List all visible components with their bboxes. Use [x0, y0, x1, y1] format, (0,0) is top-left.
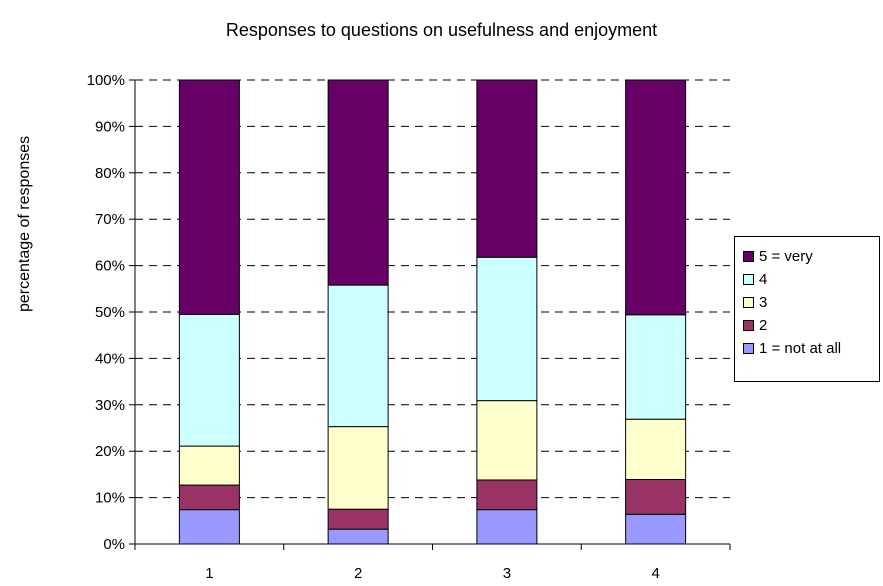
bar-segment [178, 313, 240, 447]
bar-segment [625, 513, 687, 545]
bar-segment [327, 284, 389, 428]
legend-item: 3 [743, 293, 767, 311]
legend-item: 1 = not at all [743, 339, 841, 357]
legend-label: 1 = not at all [759, 339, 842, 357]
legend-label: 4 [759, 270, 768, 288]
y-tick-label: 80% [95, 165, 125, 182]
bar-segment [327, 508, 389, 530]
bar-segment [327, 528, 389, 545]
x-tick-label: 1 [205, 565, 213, 582]
y-tick-label: 0% [103, 536, 125, 553]
legend-swatch [743, 319, 754, 331]
bar-segment [178, 79, 240, 315]
bar-segment [625, 79, 687, 316]
legend-item: 5 = very [743, 247, 813, 265]
bar-segment [476, 79, 538, 258]
bar-segment [476, 400, 538, 481]
x-tick-label: 2 [354, 565, 362, 582]
y-tick-label: 90% [95, 118, 125, 135]
legend-label: 2 [759, 316, 768, 334]
y-tick-label: 60% [95, 258, 125, 275]
bar-segment [178, 484, 240, 511]
bar-segment [178, 445, 240, 486]
y-tick-label: 30% [95, 397, 125, 414]
x-tick-label: 4 [651, 565, 659, 582]
y-tick-label: 70% [95, 211, 125, 228]
bar-segment [476, 479, 538, 511]
legend-swatch [743, 342, 754, 354]
bar-segment [625, 479, 687, 515]
legend-label: 3 [759, 293, 768, 311]
legend-swatch [743, 296, 754, 308]
chart-title: Responses to questions on usefulness and… [225, 20, 658, 40]
y-tick-label: 20% [95, 443, 125, 460]
legend-item: 4 [743, 270, 767, 288]
bar-segment [625, 314, 687, 420]
y-tick-label: 10% [95, 490, 125, 507]
bar-segment [327, 79, 389, 286]
legend-item: 2 [743, 316, 767, 334]
bar-segment [625, 418, 687, 481]
bar-segment [178, 509, 240, 545]
y-tick-label: 100% [87, 72, 125, 89]
bar-segment [327, 426, 389, 510]
bar-segment [476, 256, 538, 402]
legend-swatch [743, 273, 754, 285]
y-tick-label: 40% [95, 350, 125, 367]
legend: 5 = very 4 3 2 1 = not at all [734, 236, 880, 382]
x-tick-label: 3 [503, 565, 511, 582]
y-tick-label: 50% [95, 304, 125, 321]
legend-swatch [743, 250, 754, 262]
legend-label: 5 = very [759, 247, 813, 265]
bar-segment [476, 509, 538, 545]
